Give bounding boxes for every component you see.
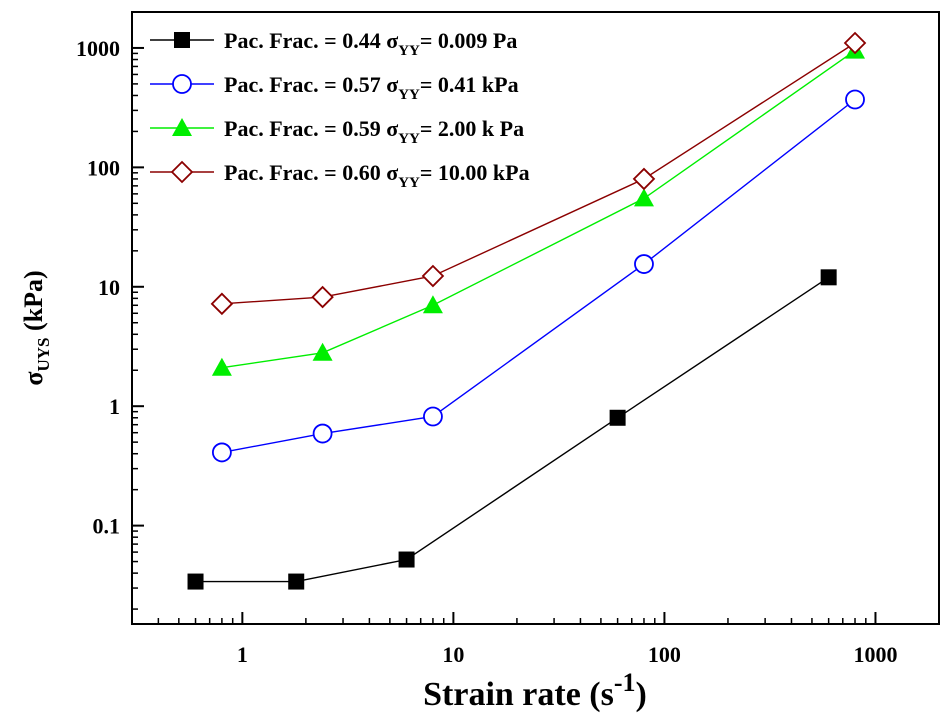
legend-marker: [172, 74, 192, 94]
data-point: [845, 89, 865, 110]
y-tick-label: 0.1: [93, 514, 121, 539]
data-point: [421, 264, 445, 288]
y-tick-label: 1: [109, 394, 120, 419]
data-point: [633, 188, 654, 207]
series-1: [187, 269, 837, 590]
legend-item-4: Pac. Frac. = 0.60 σYY= 10.00 kPa: [150, 160, 530, 191]
data-point: [422, 295, 443, 314]
x-axis-title: Strain rate (s-1): [423, 668, 647, 713]
x-tick-label: 100: [648, 642, 681, 667]
data-point: [632, 167, 656, 191]
legend-label: Pac. Frac. = 0.44 σYY= 0.009 Pa: [224, 28, 517, 59]
legend-label: Pac. Frac. = 0.60 σYY= 10.00 kPa: [224, 160, 530, 191]
legend: Pac. Frac. = 0.44 σYY= 0.009 Pa Pac. Frac…: [150, 28, 530, 191]
legend-item-3: Pac. Frac. = 0.59 σYY= 2.00 k Pa: [150, 116, 524, 147]
plot-frame: [131, 11, 940, 625]
y-axis-title: σUYS (kPa): [19, 270, 53, 385]
legend-item-1: Pac. Frac. = 0.44 σYY= 0.009 Pa: [150, 28, 517, 59]
data-point: [609, 409, 626, 426]
series-1-line: [195, 276, 830, 583]
data-point: [211, 442, 232, 463]
x-tick-label: 1: [237, 642, 248, 667]
series-2-line: [221, 98, 856, 454]
legend-marker: [174, 32, 190, 48]
series-layer: [187, 31, 867, 590]
y-tick-label: 100: [87, 155, 120, 180]
series-4: [210, 31, 867, 316]
legend-label: Pac. Frac. = 0.57 σYY= 0.41 kPa: [224, 72, 519, 103]
data-point: [210, 292, 234, 316]
x-tick-label: 1000: [853, 642, 897, 667]
data-point: [312, 342, 333, 361]
data-point: [634, 254, 654, 274]
data-point: [423, 406, 443, 427]
x-tick-label: 10: [442, 642, 464, 667]
data-point: [311, 285, 334, 309]
legend-label: Pac. Frac. = 0.59 σYY= 2.00 k Pa: [224, 116, 524, 147]
data-point: [187, 573, 204, 590]
legend-marker: [172, 118, 192, 136]
legend-item-2: Pac. Frac. = 0.57 σYY= 0.41 kPa: [150, 72, 519, 103]
y-tick-label: 1000: [76, 36, 120, 61]
legend-marker: [170, 160, 194, 184]
y-tick-label: 10: [98, 275, 120, 300]
data-point: [211, 357, 232, 376]
data-point: [820, 269, 837, 286]
data-point: [288, 573, 305, 590]
series-2: [211, 89, 865, 463]
data-point: [312, 423, 333, 444]
series-3-line: [221, 50, 856, 369]
data-point: [843, 31, 867, 55]
axis-ticks: 1 10 100 1000 0.1 1 10 100 1000: [76, 36, 897, 667]
data-point: [398, 551, 415, 568]
